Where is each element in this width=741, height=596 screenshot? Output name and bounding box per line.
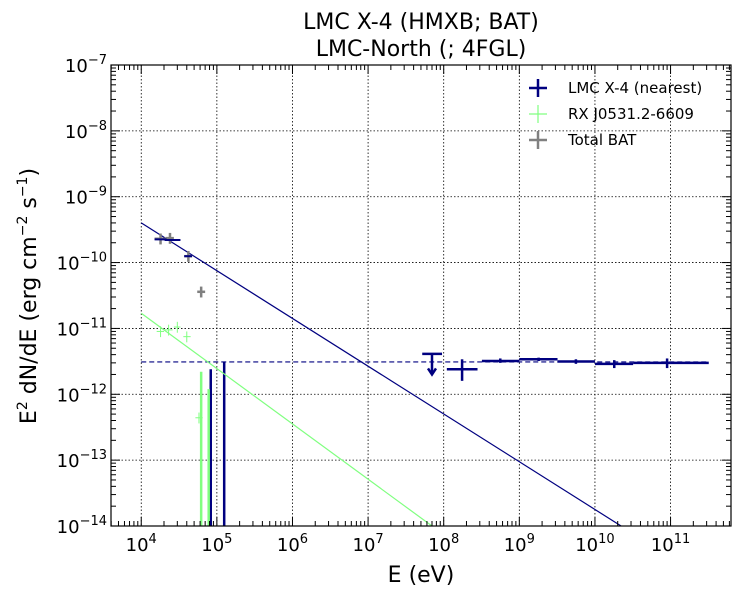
y-tick-label: 10−7 [65,53,107,77]
grid [111,64,731,527]
x-tick-label: 106 [277,532,308,556]
rxj-powerlaw-line [140,312,433,526]
y-axis-label: E2 dN/dE (erg cm−2 s−1) [15,168,42,424]
x-tick-label: 105 [201,532,232,556]
x-tick-label: 1010 [575,532,614,556]
y-tick-label: 10−9 [65,185,107,209]
y-tick-label: 10−11 [57,316,107,340]
legend: LMC X-4 (nearest) RX J0531.2-6609 Total BA… [529,79,702,149]
nearest-powerlaw-line [140,222,623,526]
chart-title-line2: LMC-North (; 4FGL) [316,37,527,62]
legend-label: LMC X-4 (nearest) [568,79,702,97]
chart-title-line1: LMC X-4 (HMXB; BAT) [303,10,539,35]
y-tick-label: 10−14 [57,514,107,538]
legend-label: RX J0531.2-6609 [568,105,694,123]
axes: 104 105 106 107 108 109 1010 1011 10−14 10−13 10−1… [57,53,732,556]
plot-area [140,222,709,526]
x-tick-label: 1011 [651,532,690,556]
legend-label: Total BAT [567,131,637,149]
x-tick-label: 107 [353,532,384,556]
y-tick-label: 10−12 [57,382,107,406]
x-tick-label: 108 [428,532,459,556]
nearest-upper-limit-arrow [426,367,438,377]
x-tick-label: 104 [126,532,157,556]
y-tick-label: 10−8 [65,119,107,143]
x-axis-label: E (eV) [388,563,455,588]
x-tick-label: 109 [504,532,535,556]
y-tick-label: 10−10 [57,251,107,275]
nearest-bat-step-1 [154,238,181,242]
y-tick-label: 10−13 [57,448,107,472]
plot-frame [110,64,732,527]
